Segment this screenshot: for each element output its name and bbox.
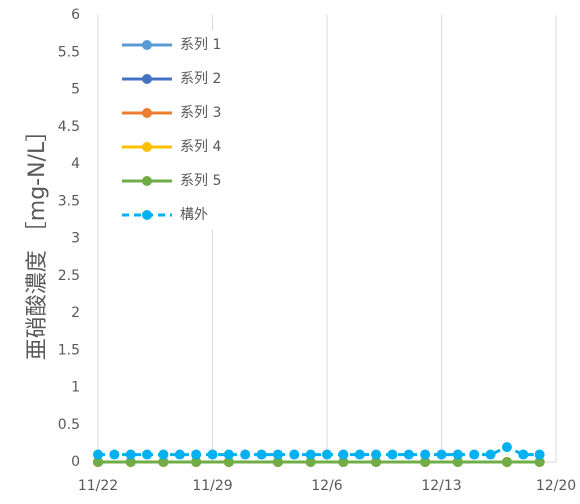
data-point (387, 449, 398, 460)
series-6 (93, 442, 545, 460)
data-point (223, 449, 234, 460)
data-point (305, 457, 316, 467)
x-tick-label: 11/29 (192, 478, 232, 494)
data-point (272, 449, 283, 460)
legend-marker (142, 210, 152, 220)
y-tick-label: 1 (71, 380, 80, 396)
data-point (371, 457, 382, 467)
data-point (158, 449, 169, 460)
legend-marker (142, 176, 152, 186)
data-point (436, 449, 447, 460)
legend-marker (142, 108, 152, 118)
data-point (158, 457, 169, 467)
data-point (93, 449, 103, 460)
data-point (469, 449, 480, 460)
data-point (338, 457, 349, 467)
legend-label: 構外 (180, 207, 208, 223)
x-tick-label: 12/13 (421, 478, 461, 494)
x-tick-label: 12/6 (311, 478, 343, 494)
data-point (420, 457, 431, 467)
y-tick-label: 4.5 (58, 119, 80, 135)
legend-marker (142, 74, 152, 84)
data-point (256, 449, 267, 460)
data-point (125, 457, 136, 467)
legend-label: 系列 4 (180, 139, 221, 155)
data-point (338, 449, 349, 460)
data-point (174, 449, 185, 460)
y-tick-label: 0 (71, 454, 80, 470)
data-point (240, 449, 251, 460)
y-axis-ticks: 0 0.5 1 1.5 2 2.5 3 3.5 4 4.5 5 5.5 6 (58, 7, 80, 470)
legend-label: 系列 1 (180, 37, 221, 53)
legend-background (112, 30, 220, 230)
data-point (191, 457, 202, 467)
data-point (322, 449, 332, 460)
data-point (305, 449, 316, 460)
series-group (93, 442, 545, 467)
legend: 系列 1 系列 2 系列 3 系列 4 系列 5 構外 (112, 30, 221, 230)
data-point (452, 449, 463, 460)
data-point (371, 449, 382, 460)
y-tick-label: 3.5 (58, 193, 80, 209)
y-tick-label: 4 (71, 156, 80, 172)
y-tick-label: 2 (71, 305, 80, 321)
series-5 (93, 457, 545, 467)
legend-label: 系列 2 (180, 71, 221, 87)
y-tick-label: 1.5 (58, 342, 80, 358)
data-point (289, 449, 300, 460)
legend-label: 系列 3 (180, 105, 221, 121)
legend-label: 系列 5 (180, 173, 221, 189)
legend-marker (142, 142, 152, 152)
y-tick-label: 6 (71, 7, 80, 23)
x-tick-label: 11/22 (78, 478, 118, 494)
legend-marker (142, 40, 152, 50)
data-point (485, 449, 496, 460)
data-point (93, 457, 103, 467)
data-point (125, 449, 136, 460)
x-axis-ticks: 11/22 11/29 12/6 12/13 12/20 (78, 478, 576, 494)
series-line (98, 445, 540, 457)
data-point (420, 449, 431, 460)
data-point (403, 449, 414, 460)
data-point (142, 449, 153, 460)
x-tick-label: 12/20 (536, 478, 576, 494)
data-point (272, 457, 283, 467)
data-point (207, 449, 218, 460)
y-tick-label: 5.5 (58, 44, 80, 60)
data-point (452, 457, 463, 467)
data-point (191, 449, 202, 460)
y-tick-label: 0.5 (58, 417, 80, 433)
data-point (501, 442, 512, 453)
y-tick-label: 2.5 (58, 268, 80, 284)
y-axis-label: 亜硝酸濃度 ［mg-N/L］ (25, 120, 50, 360)
y-tick-label: 3 (71, 231, 80, 247)
data-point (534, 449, 545, 460)
data-point (534, 457, 545, 467)
data-point (223, 457, 234, 467)
data-point (501, 457, 512, 467)
y-tick-label: 5 (71, 82, 80, 98)
data-point (354, 449, 365, 460)
data-point (518, 449, 529, 460)
data-point (109, 449, 120, 460)
